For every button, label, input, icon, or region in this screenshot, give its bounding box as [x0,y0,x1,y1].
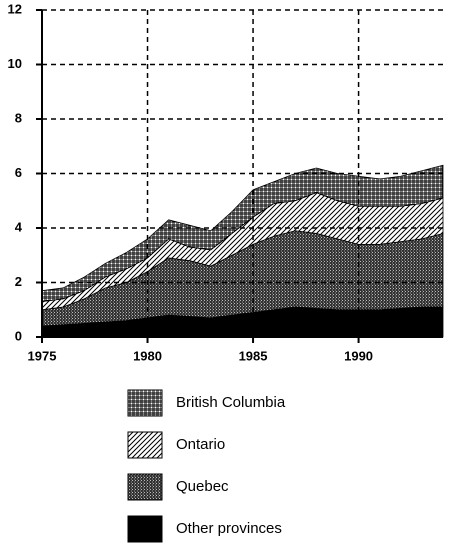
x-tick-label: 1975 [28,348,57,363]
x-tick-label: 1990 [344,348,373,363]
y-tick-label: 0 [15,328,22,343]
legend-swatch [127,473,163,501]
area [41,164,444,303]
y-tick-label: 2 [15,274,22,289]
legend-label: Quebec [176,478,229,495]
legend-label: British Columbia [176,394,286,411]
y-tick-label: 4 [15,219,23,234]
y-tick-label: 10 [8,56,22,71]
x-tick-label: 1980 [133,348,162,363]
legend-label: Other provinces [176,520,282,537]
legend-label: Ontario [176,436,225,453]
legend-swatch [127,515,163,543]
legend-swatch [127,389,163,417]
y-tick-label: 8 [15,110,22,125]
legend-swatch [127,431,163,459]
y-tick-label: 6 [15,165,22,180]
x-tick-label: 1985 [239,348,268,363]
y-tick-label: 12 [8,1,22,16]
